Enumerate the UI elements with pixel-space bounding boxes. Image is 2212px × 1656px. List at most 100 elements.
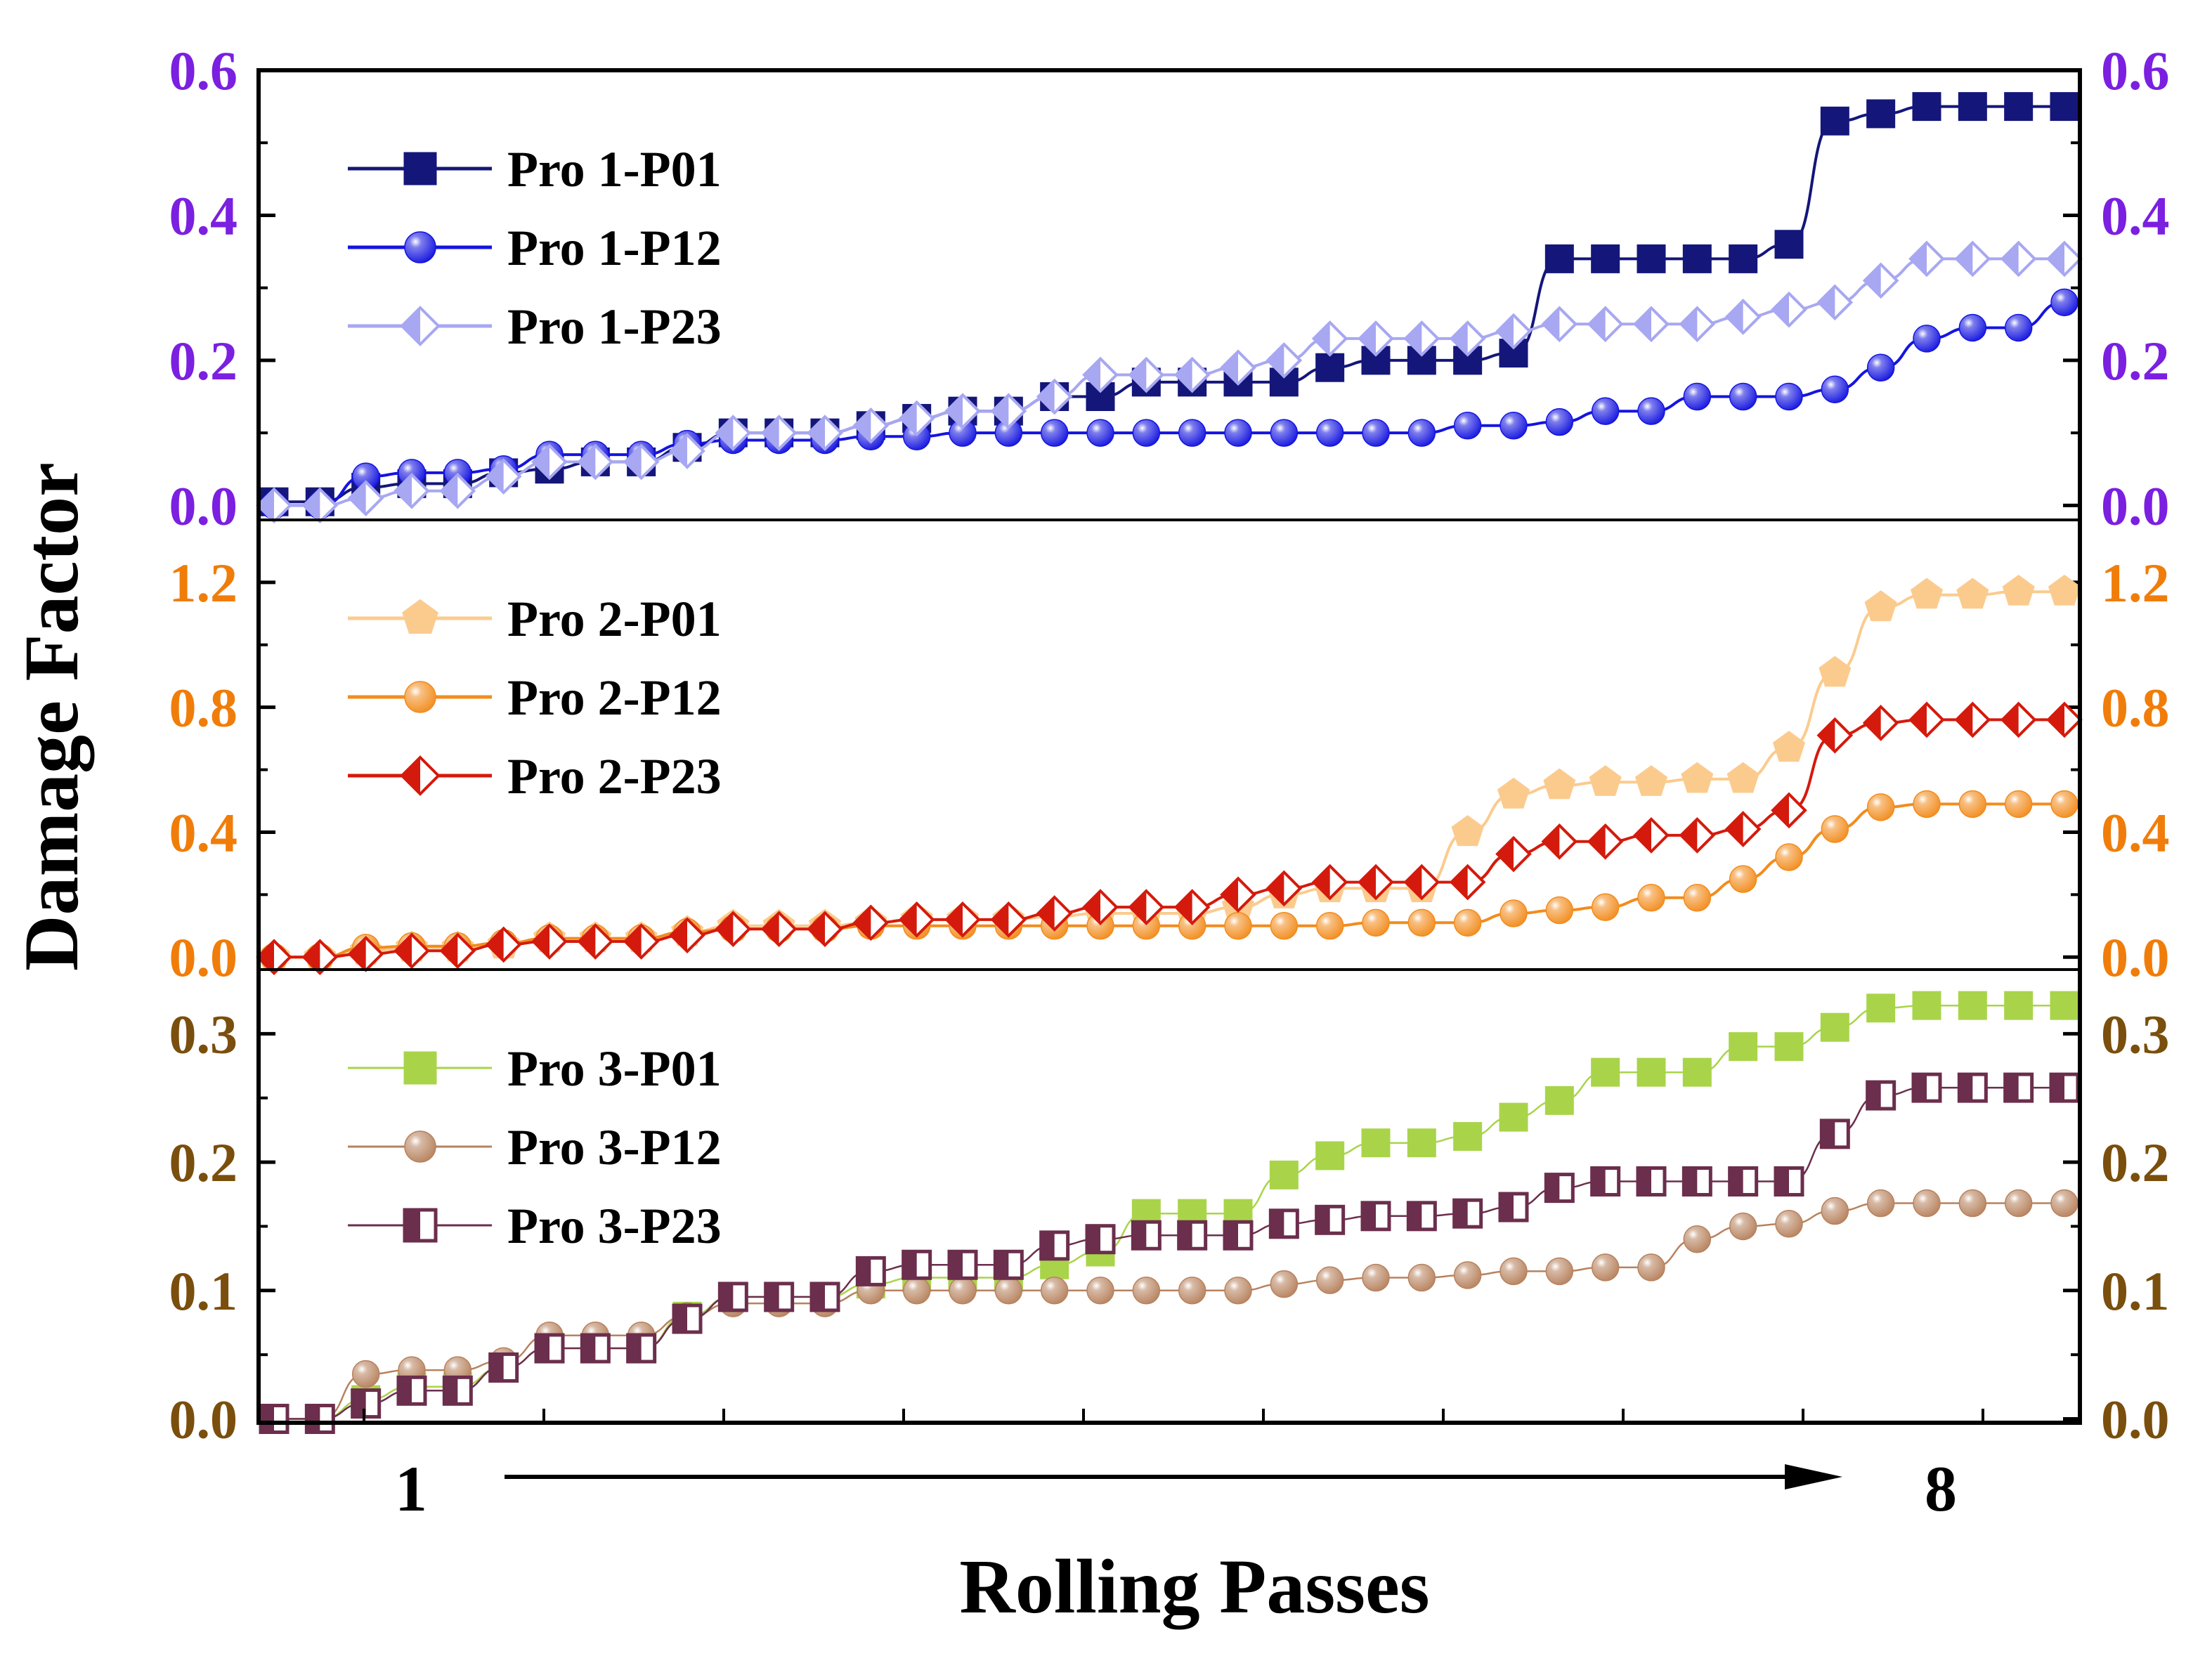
data-point-pro-3-p23 [351,1388,382,1419]
data-point-pro-1-p23 [1082,356,1119,393]
legend-marker-pro-2-p23 [400,755,441,796]
data-point-pro-3-p23 [764,1282,795,1312]
data-point-pro-2-p23 [623,923,660,960]
data-point-pro-1-p23 [2046,240,2083,278]
data-point-pro-2-p23 [669,917,705,953]
data-point-pro-1-p23 [485,458,522,495]
data-point-pro-1-p23 [1036,378,1073,415]
y-tick-label-right: 0.6 [2101,40,2170,101]
data-point-pro-2-p23 [577,923,614,960]
data-point-pro-3-p23 [1636,1166,1667,1197]
data-point-pro-1-p23 [1633,306,1670,343]
y-tick-label-right: 0.4 [2101,185,2170,246]
data-point-pro-1-p12 [1407,419,1436,447]
data-point-pro-3-p12 [902,1277,931,1305]
data-point-pro-3-p01 [1544,1085,1574,1115]
data-point-pro-1-p12 [1453,412,1482,440]
y-tick-label-left: 0.6 [169,40,238,101]
pass-start-label: 1 [395,1453,427,1525]
data-point-pro-1-p23 [1128,356,1165,393]
data-point-pro-3-p23 [1681,1166,1712,1197]
data-point-pro-3-p12 [1499,1257,1528,1286]
data-point-pro-2-p12 [1545,896,1574,925]
data-point-pro-1-p12 [1178,419,1206,447]
data-point-pro-2-p12 [2050,790,2078,819]
data-point-pro-1-p01 [1912,92,1941,122]
data-point-pro-2-p01 [1864,590,1897,622]
legend-marker-pro-2-p12 [404,681,436,713]
data-point-pro-2-p23 [1082,889,1119,925]
data-point-pro-2-p23 [256,939,292,976]
data-point-pro-2-p23 [852,904,890,941]
legend-marker-pro-1-p12 [404,231,436,263]
data-point-pro-1-p23 [944,393,981,429]
legend-label: Pro 2-P23 [507,748,722,804]
data-point-pro-3-p01 [1453,1122,1483,1152]
data-point-pro-3-p01 [1774,1032,1804,1062]
y-tick-label-left: 0.3 [169,1003,238,1064]
data-point-pro-3-p12 [1132,1277,1161,1305]
data-point-pro-3-p01 [2050,991,2079,1020]
panel-2: 0.0 0.0 0.4 0.4 0.8 0.8 1.2 1.2 Pro 2-P01 Pro 2-P… [169,552,2170,988]
data-point-pro-3-p23 [1452,1198,1483,1229]
data-point-pro-1-p01 [1774,230,1804,259]
data-point-pro-1-p23 [347,480,384,516]
data-point-pro-1-p23 [1816,284,1854,321]
data-point-pro-3-p12 [1407,1263,1436,1292]
data-point-pro-1-p01 [1729,244,1758,273]
data-point-pro-2-p23 [944,901,981,938]
legend-marker-pro-2-p01 [402,599,438,634]
y-tick-label-left: 0.1 [169,1260,238,1322]
y-tick-label-left: 0.2 [169,330,238,391]
legend-label: Pro 3-P12 [507,1119,722,1175]
data-point-pro-2-p12 [2004,790,2033,819]
data-point-pro-2-p23 [1816,717,1854,754]
data-point-pro-2-p23 [1403,863,1440,901]
data-point-pro-2-p23 [2000,701,2037,738]
data-point-pro-3-p01 [1269,1160,1299,1189]
data-point-pro-1-p12 [1315,419,1344,447]
data-point-pro-3-p12 [1729,1212,1757,1241]
data-point-pro-2-p01 [1956,578,1989,609]
data-point-pro-2-p23 [2046,701,2083,738]
data-point-pro-1-p23 [1541,306,1578,343]
data-point-pro-1-p23 [1771,291,1807,328]
data-point-pro-3-p23 [304,1404,335,1435]
y-tick-label-right: 1.2 [2101,552,2170,613]
data-point-pro-3-p12 [1224,1277,1252,1305]
data-point-pro-1-p12 [1224,419,1252,447]
data-point-pro-1-p23 [1220,349,1256,386]
data-point-pro-1-p23 [2000,240,2037,278]
series-pro-2-p23 [256,701,2083,976]
data-point-pro-2-p12 [1958,790,1987,819]
data-point-pro-3-p23 [717,1282,748,1312]
data-point-pro-3-p23 [1131,1220,1162,1251]
legend-marker-pro-1-p01 [403,152,437,185]
data-point-pro-1-p12 [1821,375,1849,403]
data-point-pro-3-p23 [1406,1201,1437,1232]
data-point-pro-2-p12 [1637,884,1665,912]
data-point-pro-1-p01 [1637,244,1666,273]
data-point-pro-3-p23 [488,1352,519,1383]
data-point-pro-2-p12 [1591,893,1620,921]
data-point-pro-1-p12 [1270,419,1299,447]
data-point-pro-2-p23 [1724,811,1762,847]
legend-label: Pro 1-P01 [507,141,722,197]
data-point-pro-1-p12 [2004,313,2033,342]
data-point-pro-3-p12 [1178,1277,1206,1305]
data-point-pro-3-p23 [534,1333,565,1364]
data-point-pro-2-p12 [1407,908,1436,937]
data-point-pro-2-p23 [990,901,1027,938]
data-point-pro-3-p12 [2050,1189,2078,1218]
data-point-pro-3-p23 [1039,1230,1070,1261]
data-point-pro-1-p23 [898,400,935,437]
data-point-pro-3-p12 [1362,1263,1390,1292]
legend-label: Pro 2-P12 [507,670,722,726]
data-point-pro-3-p23 [855,1256,886,1286]
legend-label: Pro 3-P01 [507,1041,722,1097]
data-point-pro-3-p01 [1820,1012,1849,1042]
data-point-pro-2-p01 [1819,656,1852,687]
data-point-pro-2-p23 [1633,817,1670,854]
series-line-pro-2-p12 [274,802,2064,959]
legend-entry-pro-3-p01: Pro 3-P01 [348,1041,722,1097]
